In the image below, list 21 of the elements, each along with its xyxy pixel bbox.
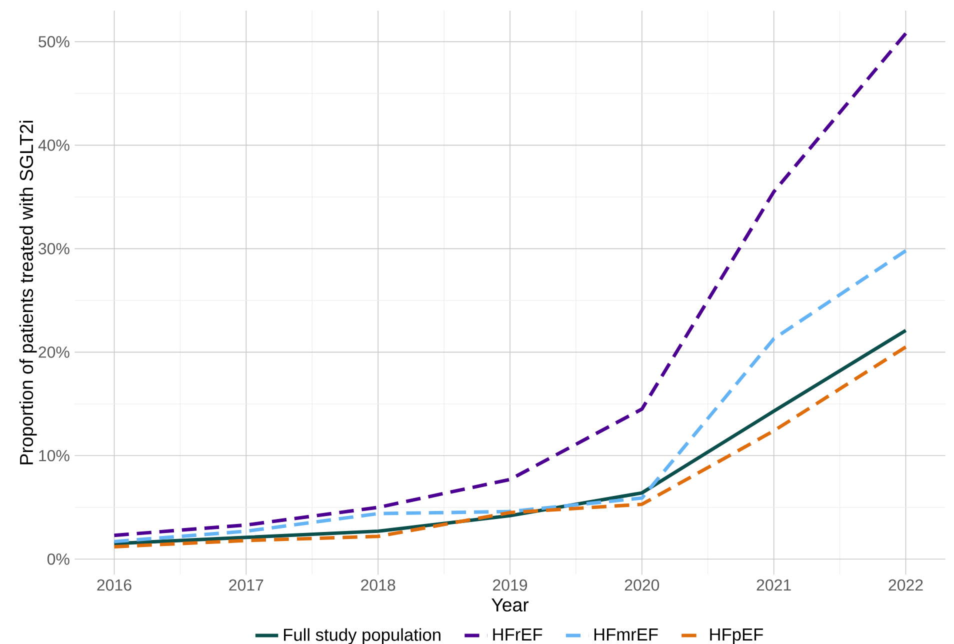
x-tick-label: 2019 xyxy=(492,579,528,591)
legend-label: HFpEF xyxy=(710,628,763,644)
y-tick-label: 10% xyxy=(39,450,70,462)
y-tick-label: 50% xyxy=(38,36,70,48)
y-axis-title: Proportion of patients treated with SGLT2i xyxy=(19,120,37,464)
x-axis-title: Year xyxy=(492,598,529,612)
line-series xyxy=(112,32,908,538)
legend-label: Full study population xyxy=(284,628,440,644)
y-tick-label: 20% xyxy=(38,346,70,358)
x-tick-label: 2020 xyxy=(624,579,660,591)
legend-label: HFrEF xyxy=(493,628,542,640)
x-tick-label: 2016 xyxy=(97,579,132,591)
y-tick-label: 0% xyxy=(47,553,70,565)
line-series xyxy=(112,249,908,544)
x-tick-label: 2017 xyxy=(229,579,264,591)
y-tick-label: 30% xyxy=(38,243,70,254)
legend-label: HFmrEF xyxy=(594,628,658,640)
y-tick-label: 40% xyxy=(38,140,70,151)
x-tick-label: 2018 xyxy=(361,579,396,591)
x-tick-label: 2022 xyxy=(888,579,923,591)
x-tick-label: 2021 xyxy=(756,579,791,591)
